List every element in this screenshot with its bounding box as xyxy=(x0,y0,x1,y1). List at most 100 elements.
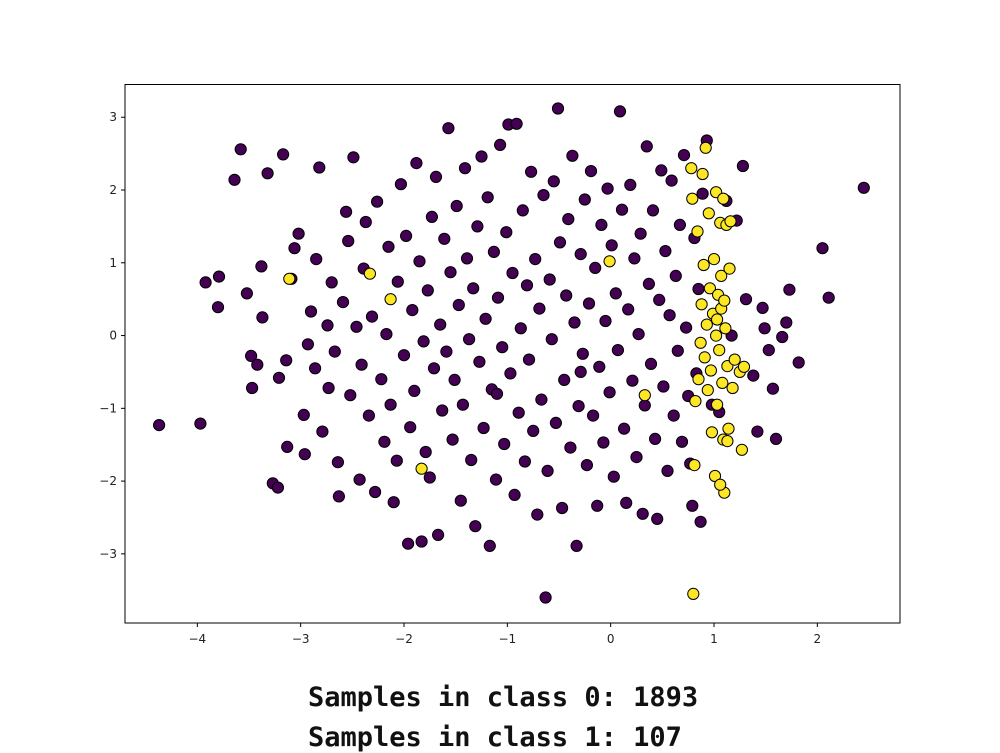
class-1-series xyxy=(283,141,751,601)
class-0-point xyxy=(344,389,357,402)
class-0-point xyxy=(444,266,457,279)
class-0-point xyxy=(463,333,476,346)
class-0-point xyxy=(347,151,360,164)
class-0-point xyxy=(857,181,870,194)
class-0-point xyxy=(696,187,709,200)
class-1-point xyxy=(716,376,729,389)
class-0-point xyxy=(659,245,672,258)
points-layer xyxy=(153,102,870,604)
class-0-point xyxy=(601,182,614,195)
class-0-point xyxy=(448,373,461,386)
class-0-point xyxy=(547,175,560,188)
class-0-point xyxy=(467,282,480,295)
class-0-point xyxy=(408,384,421,397)
class-0-point xyxy=(153,419,166,432)
class-0-point xyxy=(574,248,587,261)
class-0-point xyxy=(539,591,552,604)
x-tick-label: −4 xyxy=(188,632,206,646)
class-0-point xyxy=(692,282,705,296)
class-1-point xyxy=(735,443,749,456)
class-0-count-caption: Samples in class 0: 1893 xyxy=(308,682,699,713)
class-0-point xyxy=(663,309,676,322)
class-1-point xyxy=(691,225,704,238)
class-0-point xyxy=(199,276,212,289)
class-1-point xyxy=(728,353,741,366)
class-0-point xyxy=(504,367,517,380)
class-0-point xyxy=(626,374,639,387)
class-0-point xyxy=(510,117,523,130)
class-0-point xyxy=(452,298,465,312)
class-0-point xyxy=(636,507,649,520)
class-0-point xyxy=(584,165,598,178)
class-1-point xyxy=(688,459,701,472)
class-0-point xyxy=(256,311,269,324)
class-0-point xyxy=(434,318,447,331)
class-0-point xyxy=(514,322,527,335)
x-tick-label: −2 xyxy=(395,632,413,646)
class-1-point xyxy=(714,478,727,491)
class-0-point xyxy=(413,255,426,268)
class-0-point xyxy=(667,409,680,422)
class-0-point xyxy=(634,227,647,240)
class-0-point xyxy=(756,301,769,314)
class-0-point xyxy=(613,105,627,118)
class-0-point xyxy=(632,328,645,341)
y-tick-label: 2 xyxy=(109,183,117,197)
class-0-point xyxy=(380,328,393,341)
y-tick-label: −1 xyxy=(99,401,117,415)
class-0-point xyxy=(423,471,436,484)
class-1-point xyxy=(699,141,712,154)
class-0-point xyxy=(272,371,286,384)
class-1-point xyxy=(717,192,730,205)
class-0-point xyxy=(228,173,241,186)
class-1-point xyxy=(726,381,739,395)
class-0-point xyxy=(280,354,293,367)
class-0-point xyxy=(553,236,567,249)
class-1-point xyxy=(737,360,751,373)
class-0-point xyxy=(605,239,618,252)
class-0-point xyxy=(469,520,482,533)
class-0-point xyxy=(355,358,368,371)
class-0-point xyxy=(747,369,760,382)
class-0-point xyxy=(465,453,478,467)
class-0-point xyxy=(651,512,664,526)
class-0-point xyxy=(574,365,587,378)
class-0-point xyxy=(489,473,503,486)
class-0-point xyxy=(516,204,529,217)
class-0-point xyxy=(438,232,451,245)
class-1-point xyxy=(603,255,616,268)
class-0-point xyxy=(369,485,382,499)
class-1-point xyxy=(723,262,736,275)
class-0-point xyxy=(587,409,600,422)
class-0-point xyxy=(251,358,264,371)
y-tick-label: −3 xyxy=(99,547,117,561)
class-0-point xyxy=(271,481,284,494)
x-tick-label: −1 xyxy=(498,632,516,646)
class-0-point xyxy=(630,451,643,464)
x-tick-label: −3 xyxy=(292,632,310,646)
class-0-point xyxy=(301,338,314,351)
class-0-point xyxy=(570,539,583,553)
class-0-point xyxy=(512,406,525,419)
class-0-point xyxy=(458,162,472,175)
class-0-point xyxy=(211,301,225,314)
class-1-point xyxy=(711,313,724,326)
x-tick-label: 2 xyxy=(814,632,822,646)
class-0-point xyxy=(391,275,404,288)
x-tick-label: 1 xyxy=(710,632,718,646)
class-0-point xyxy=(762,344,775,357)
class-0-point xyxy=(406,304,419,317)
class-0-point xyxy=(508,488,521,501)
class-0-point xyxy=(382,240,395,253)
class-1-point xyxy=(686,192,699,205)
class-0-point xyxy=(496,341,509,354)
class-0-point xyxy=(440,345,453,358)
class-0-point xyxy=(556,501,569,515)
class-0-point xyxy=(766,382,780,395)
class-1-point xyxy=(685,162,698,175)
class-0-point xyxy=(642,277,656,290)
class-1-point xyxy=(695,298,708,311)
class-0-point xyxy=(304,305,318,318)
class-1-point xyxy=(722,422,735,435)
class-1-point xyxy=(694,336,707,349)
